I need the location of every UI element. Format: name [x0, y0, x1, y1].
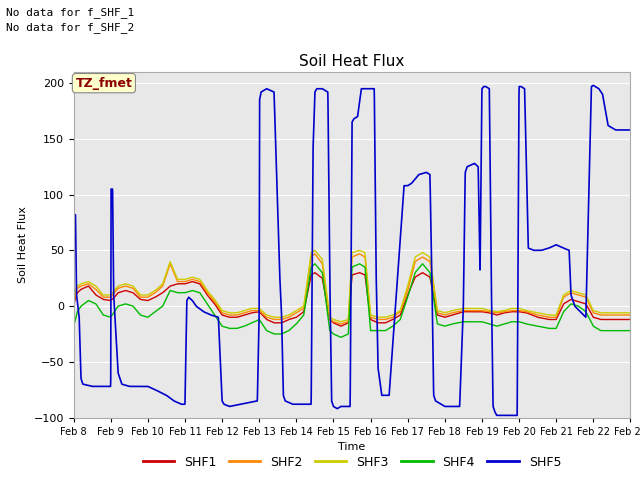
SHF4: [556, 317, 564, 323]
X-axis label: Time: Time: [339, 442, 365, 452]
Line: SHF5: SHF5: [74, 85, 630, 415]
SHF1: [284, 317, 291, 323]
SHF2: [337, 321, 345, 327]
SHF2: [133, 290, 141, 296]
SHF5: [166, 395, 174, 401]
SHF5: [493, 412, 500, 418]
SHF3: [133, 288, 141, 294]
SHF5: [616, 127, 623, 133]
SHF4: [355, 261, 363, 267]
SHF3: [166, 259, 174, 264]
SHF2: [307, 254, 315, 260]
SHF5: [307, 391, 315, 396]
Text: TZ_fmet: TZ_fmet: [76, 77, 132, 90]
Line: SHF3: SHF3: [74, 251, 630, 322]
Title: Soil Heat Flux: Soil Heat Flux: [300, 54, 404, 70]
Line: SHF4: SHF4: [74, 264, 630, 337]
SHF3: [284, 312, 291, 318]
SHF1: [307, 272, 315, 278]
SHF1: [355, 270, 363, 276]
SHF5: [133, 384, 141, 389]
Line: SHF1: SHF1: [74, 273, 630, 326]
SHF2: [355, 251, 363, 257]
SHF5: [284, 399, 291, 405]
SHF5: [70, 303, 77, 309]
SHF1: [337, 323, 345, 329]
SHF4: [616, 328, 623, 334]
Y-axis label: Soil Heat Flux: Soil Heat Flux: [18, 206, 28, 283]
SHF3: [616, 310, 623, 316]
SHF2: [627, 312, 634, 318]
Legend: SHF1, SHF2, SHF3, SHF4, SHF5: SHF1, SHF2, SHF3, SHF4, SHF5: [138, 451, 566, 474]
SHF1: [70, 303, 77, 309]
SHF5: [589, 83, 597, 88]
SHF5: [556, 243, 563, 249]
SHF4: [133, 308, 141, 314]
SHF2: [284, 315, 291, 321]
SHF2: [616, 312, 623, 318]
SHF2: [556, 304, 564, 310]
SHF4: [307, 264, 315, 270]
SHF3: [307, 250, 315, 255]
SHF3: [337, 319, 345, 324]
SHF1: [556, 309, 564, 314]
SHF3: [355, 248, 363, 253]
SHF1: [616, 317, 623, 323]
SHF5: [627, 127, 634, 133]
SHF4: [337, 335, 345, 340]
SHF1: [627, 317, 634, 323]
SHF2: [166, 261, 174, 267]
SHF3: [627, 310, 634, 316]
SHF1: [133, 294, 141, 300]
Text: No data for f_SHF_1: No data for f_SHF_1: [6, 7, 134, 18]
SHF3: [70, 301, 77, 307]
SHF2: [70, 301, 77, 307]
Text: No data for f_SHF_2: No data for f_SHF_2: [6, 22, 134, 33]
Line: SHF2: SHF2: [74, 254, 630, 324]
SHF3: [556, 302, 564, 308]
SHF1: [166, 283, 174, 289]
SHF4: [284, 329, 291, 335]
SHF4: [627, 328, 634, 334]
SHF4: [70, 324, 77, 329]
SHF4: [166, 288, 174, 293]
